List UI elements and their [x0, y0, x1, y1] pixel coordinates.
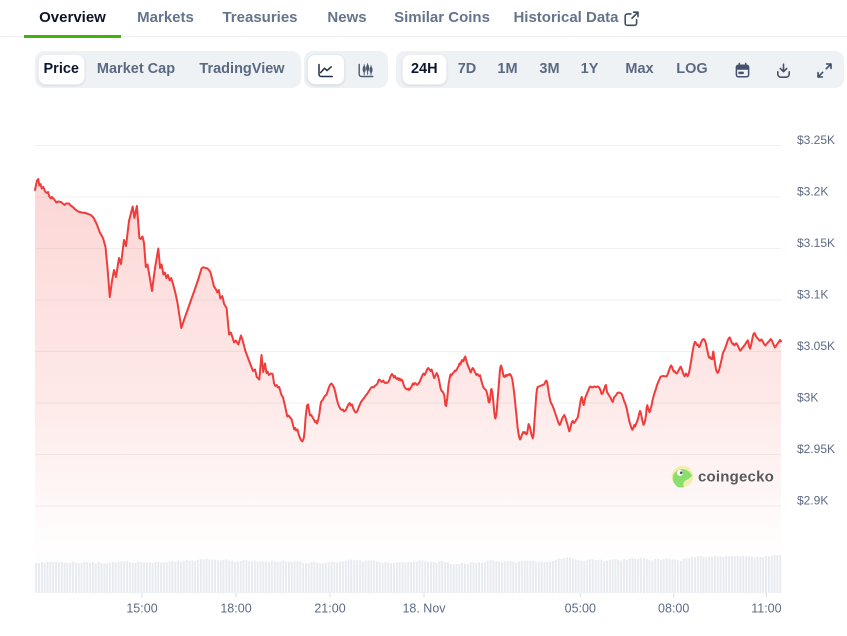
- svg-text:21:00: 21:00: [314, 602, 345, 616]
- svg-text:$2.95K: $2.95K: [797, 442, 835, 456]
- svg-text:15:00: 15:00: [126, 602, 157, 616]
- svg-text:$3.2K: $3.2K: [797, 185, 828, 199]
- svg-text:$3.15K: $3.15K: [797, 236, 835, 250]
- svg-text:08:00: 08:00: [658, 602, 689, 616]
- svg-text:18:00: 18:00: [220, 602, 251, 616]
- svg-text:$2.9K: $2.9K: [797, 494, 828, 508]
- svg-text:18. Nov: 18. Nov: [402, 602, 446, 616]
- svg-text:$3.05K: $3.05K: [797, 339, 835, 353]
- svg-text:05:00: 05:00: [565, 602, 596, 616]
- svg-text:$3.25K: $3.25K: [797, 133, 835, 147]
- svg-text:coingecko: coingecko: [698, 469, 774, 486]
- svg-text:$3K: $3K: [797, 391, 818, 405]
- svg-text:11:00: 11:00: [751, 602, 781, 616]
- svg-text:$3.1K: $3.1K: [797, 288, 828, 302]
